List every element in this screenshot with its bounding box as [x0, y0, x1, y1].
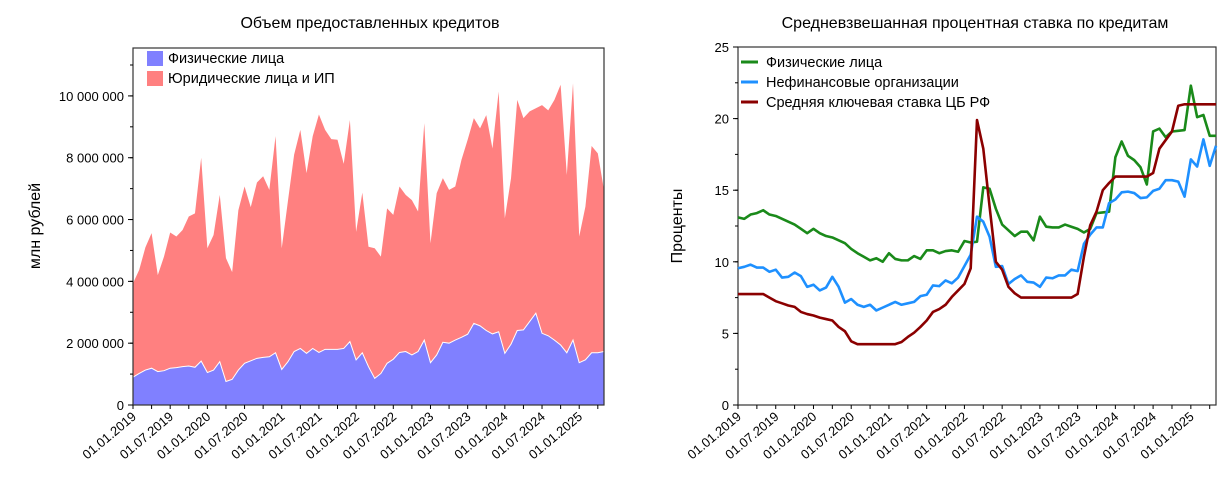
y-tick-label: 25 — [715, 40, 729, 55]
y-tick-label: 5 — [722, 326, 729, 341]
line-nonfinancial-rate — [737, 138, 1218, 312]
area-physical-persons — [133, 313, 604, 405]
y-tick-label: 20 — [715, 112, 729, 127]
area-boundary-line — [132, 312, 605, 383]
line-physical-rate — [737, 84, 1216, 264]
y-tick-label: 10 — [715, 255, 729, 270]
y-tick-label: 0 — [117, 398, 124, 413]
y-tick-label: 2 000 000 — [66, 336, 124, 351]
left-y-axis-label: млн рублей — [27, 183, 44, 269]
right-legend: Физические лица Нефинансовые организации… — [741, 55, 990, 111]
legend-label-nonfinancial: Нефинансовые организации — [766, 75, 959, 91]
y-tick-label: 10 000 000 — [59, 89, 124, 104]
area-legal-entities — [133, 83, 604, 382]
left-chart-title: Объем предоставленных кредитов — [240, 15, 499, 32]
right-y-axis-label: Проценты — [669, 189, 686, 264]
left-legend: Физические лица Юридические лица и ИП — [147, 51, 335, 87]
legend-label-key-rate: Средняя ключевая ставка ЦБ РФ — [766, 95, 990, 111]
y-tick-label: 8 000 000 — [66, 151, 124, 166]
legend-label-legal: Юридические лица и ИП — [168, 71, 335, 87]
legend-swatch-physical — [147, 51, 163, 66]
plot-frame — [132, 47, 605, 406]
legend-swatch-legal — [147, 71, 163, 86]
legend-label-physical-rate: Физические лица — [766, 55, 883, 71]
right-chart: Средневзвешанная процентная ставка по кр… — [669, 15, 1218, 462]
legend-label-physical: Физические лица — [168, 51, 285, 67]
line-key-rate — [738, 102, 1216, 346]
y-tick-label: 4 000 000 — [66, 274, 124, 289]
y-tick-label: 0 — [722, 398, 729, 413]
y-tick-label: 6 000 000 — [66, 213, 124, 228]
left-chart: Объем предоставленных кредитов млн рубле… — [27, 15, 605, 462]
right-chart-title: Средневзвешанная процентная ставка по кр… — [782, 15, 1169, 32]
y-tick-label: 15 — [715, 183, 729, 198]
